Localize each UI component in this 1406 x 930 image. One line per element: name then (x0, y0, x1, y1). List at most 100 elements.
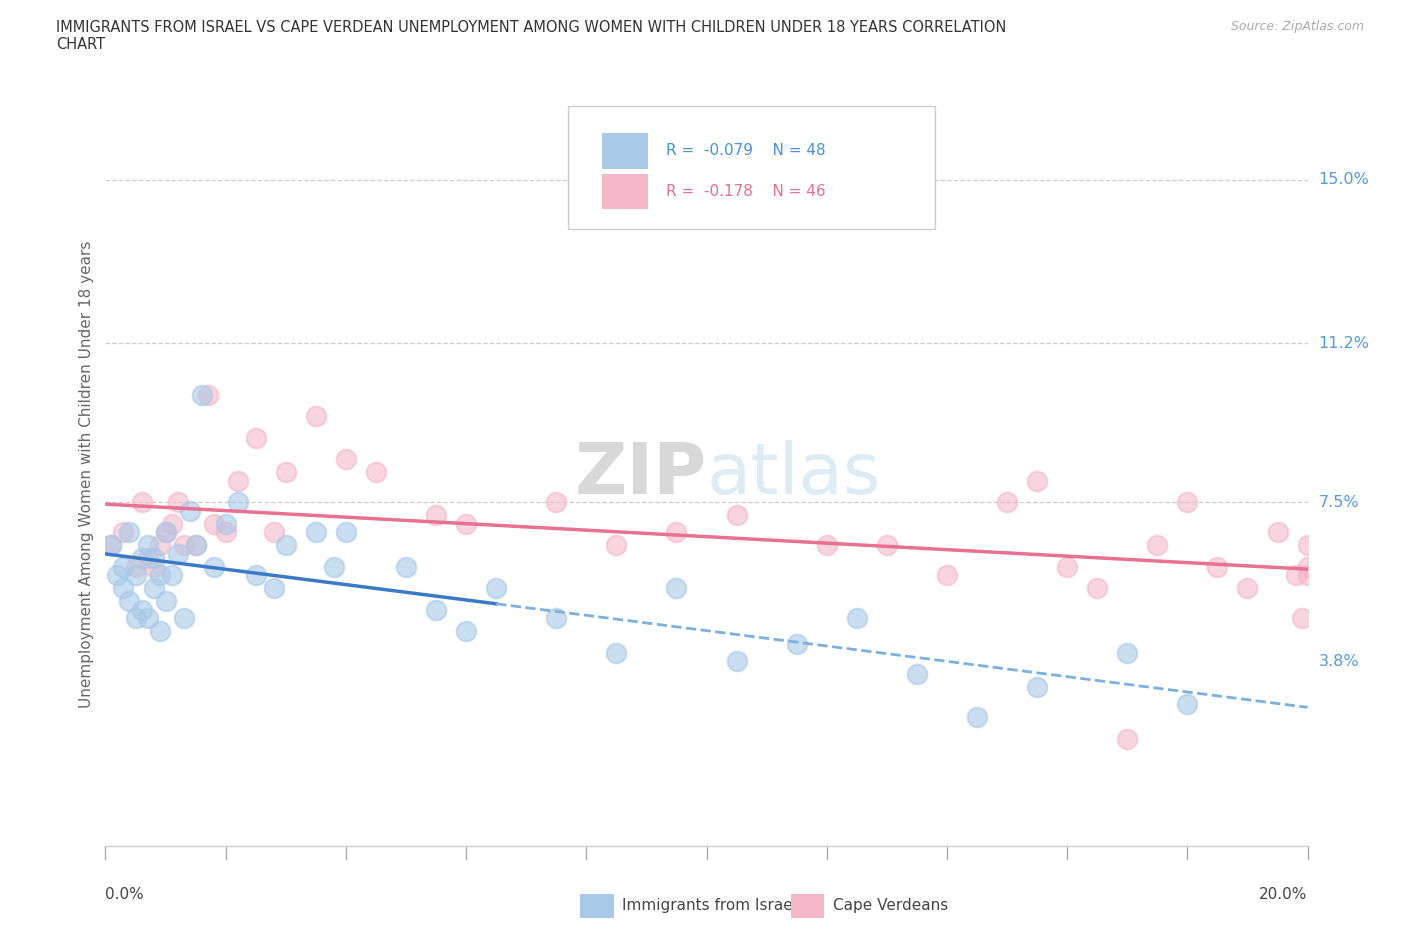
Point (160, 516, 183, 531)
Point (335, 452, 357, 467)
Point (166, 495, 188, 510)
Point (1056, 559, 1078, 574)
Point (197, 387, 219, 402)
Point (1236, 581, 1258, 596)
Point (322, 559, 344, 574)
Point (173, 538, 195, 552)
Point (1291, 611, 1313, 626)
Point (395, 559, 418, 574)
Point (1026, 473, 1049, 488)
Point (263, 525, 285, 539)
Point (100, 538, 122, 552)
Point (245, 431, 267, 445)
Point (124, 568, 146, 583)
Point (136, 538, 159, 552)
Point (274, 465, 297, 480)
Point (131, 551, 153, 565)
Point (1284, 568, 1306, 583)
Point (166, 547, 188, 562)
Point (184, 538, 207, 552)
Point (605, 645, 627, 660)
Point (155, 593, 177, 608)
Text: 7.5%: 7.5% (1319, 495, 1360, 510)
Text: Cape Verdeans: Cape Verdeans (832, 898, 948, 913)
Point (725, 654, 748, 669)
Point (1175, 495, 1198, 510)
FancyBboxPatch shape (602, 174, 648, 209)
Text: atlas: atlas (707, 440, 882, 509)
Text: 0.0%: 0.0% (105, 887, 145, 902)
Point (100, 538, 122, 552)
FancyBboxPatch shape (581, 894, 614, 918)
Point (263, 581, 285, 596)
Point (1296, 568, 1319, 583)
Point (1267, 525, 1289, 539)
Point (112, 559, 135, 574)
Text: CHART: CHART (56, 37, 105, 52)
Point (786, 637, 808, 652)
Text: 15.0%: 15.0% (1319, 172, 1369, 187)
Y-axis label: Unemployment Among Women with Children Under 18 years: Unemployment Among Women with Children U… (79, 241, 94, 708)
Point (876, 538, 898, 552)
Point (845, 611, 868, 626)
Point (214, 516, 236, 531)
Point (148, 538, 170, 552)
Point (118, 525, 141, 539)
Point (202, 516, 225, 531)
FancyBboxPatch shape (602, 133, 648, 168)
Text: ZIP: ZIP (574, 440, 707, 509)
Text: IMMIGRANTS FROM ISRAEL VS CAPE VERDEAN UNEMPLOYMENT AMONG WOMEN WITH CHILDREN UN: IMMIGRANTS FROM ISRAEL VS CAPE VERDEAN U… (56, 20, 1007, 35)
Point (179, 503, 201, 518)
Point (160, 568, 183, 583)
Text: 20.0%: 20.0% (1260, 887, 1308, 902)
Point (155, 525, 177, 539)
Text: Source: ZipAtlas.com: Source: ZipAtlas.com (1230, 20, 1364, 33)
Point (1026, 680, 1049, 695)
Point (274, 538, 297, 552)
Point (454, 516, 477, 531)
Point (124, 611, 146, 626)
Point (226, 473, 249, 488)
Text: R =  -0.178    N = 46: R = -0.178 N = 46 (665, 184, 825, 199)
Point (136, 611, 159, 626)
Point (124, 559, 146, 574)
Point (725, 508, 748, 523)
Point (131, 495, 153, 510)
Point (142, 581, 165, 596)
Point (155, 525, 177, 539)
Point (142, 551, 165, 565)
Point (546, 495, 568, 510)
FancyBboxPatch shape (568, 106, 935, 229)
Point (665, 525, 688, 539)
Point (1146, 538, 1168, 552)
Point (1296, 559, 1319, 574)
Point (665, 581, 688, 596)
Point (1085, 581, 1108, 596)
Point (454, 624, 477, 639)
Point (112, 525, 135, 539)
Point (1116, 645, 1139, 660)
Point (305, 525, 328, 539)
Point (936, 568, 959, 583)
Point (190, 387, 212, 402)
Point (112, 581, 135, 596)
Point (425, 603, 447, 618)
Point (245, 568, 267, 583)
Point (173, 611, 195, 626)
Point (184, 538, 207, 552)
Point (1296, 538, 1319, 552)
FancyBboxPatch shape (790, 894, 824, 918)
Point (107, 568, 129, 583)
Point (148, 624, 170, 639)
Text: Immigrants from Israel: Immigrants from Israel (623, 898, 797, 913)
Text: 11.2%: 11.2% (1319, 336, 1369, 351)
Point (425, 508, 447, 523)
Point (305, 409, 328, 424)
Point (131, 603, 153, 618)
Point (1175, 697, 1198, 711)
Point (142, 559, 165, 574)
Point (1116, 731, 1139, 746)
Text: 3.8%: 3.8% (1319, 654, 1360, 669)
Point (202, 559, 225, 574)
Text: R =  -0.079    N = 48: R = -0.079 N = 48 (665, 143, 825, 158)
